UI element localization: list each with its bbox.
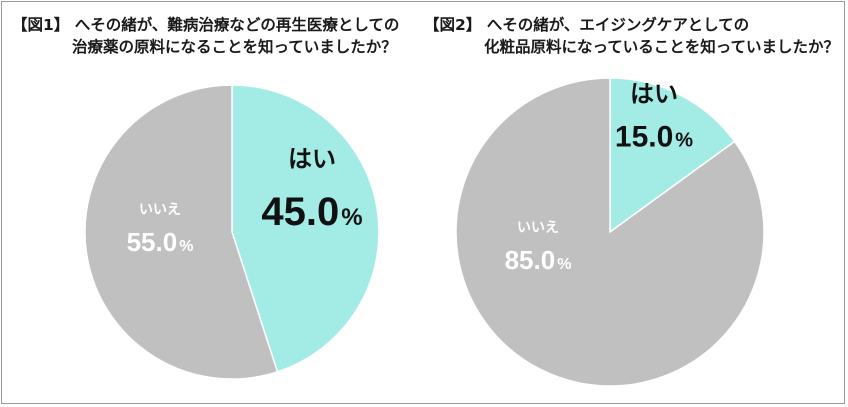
- chart1-no-value-unit: %: [179, 238, 193, 255]
- chart1-no-value-number: 55.0: [127, 227, 178, 257]
- chart2-figure-label: 【図2】: [424, 16, 482, 34]
- chart1-no-label: いいえ: [139, 202, 181, 218]
- chart1-no-value: 55.0%: [127, 227, 194, 257]
- chart1-yes-label: はい: [288, 145, 336, 173]
- chart2-yes-label: はい: [630, 80, 678, 108]
- chart1-yes-value-unit: %: [341, 204, 362, 231]
- chart1-figure-label: 【図1】: [12, 16, 70, 34]
- chart2-yes-value: 15.0%: [615, 121, 693, 154]
- chart1-title: 【図1】 へその緒が、難病治療などの再生医療としての 治療薬の原料になることを知…: [12, 14, 399, 58]
- chart1-yes-value-number: 45.0: [261, 190, 339, 234]
- chart1-slice-no: [84, 84, 279, 380]
- chart2-slice-no: [455, 77, 765, 387]
- chart2-no-value-number: 85.0: [505, 245, 556, 275]
- chart2-title-line1: へその緒が、エイジングケアとしての: [486, 16, 750, 34]
- chart2-no-value-unit: %: [557, 256, 571, 273]
- chart2-slice-yes: [609, 77, 736, 234]
- chart2-no-value: 85.0%: [505, 245, 572, 275]
- chart1-yes-value: 45.0%: [261, 190, 362, 234]
- chart1-title-line2: 治療薬の原料になることを知っていましたか？: [72, 38, 397, 56]
- chart1-slice-yes: [231, 84, 380, 373]
- chart2-yes-value-unit: %: [675, 130, 693, 152]
- chart2-title: 【図2】 へその緒が、エイジングケアとしての 化粧品原料になっていることを知って…: [424, 14, 839, 58]
- chart2-yes-value-number: 15.0: [615, 121, 673, 154]
- chart2-title-line2: 化粧品原料になっていることを知っていましたか？: [484, 38, 839, 56]
- chart1-title-line1: へその緒が、難病治療などの再生医療としての: [74, 16, 400, 34]
- chart2-no-label: いいえ: [517, 220, 559, 236]
